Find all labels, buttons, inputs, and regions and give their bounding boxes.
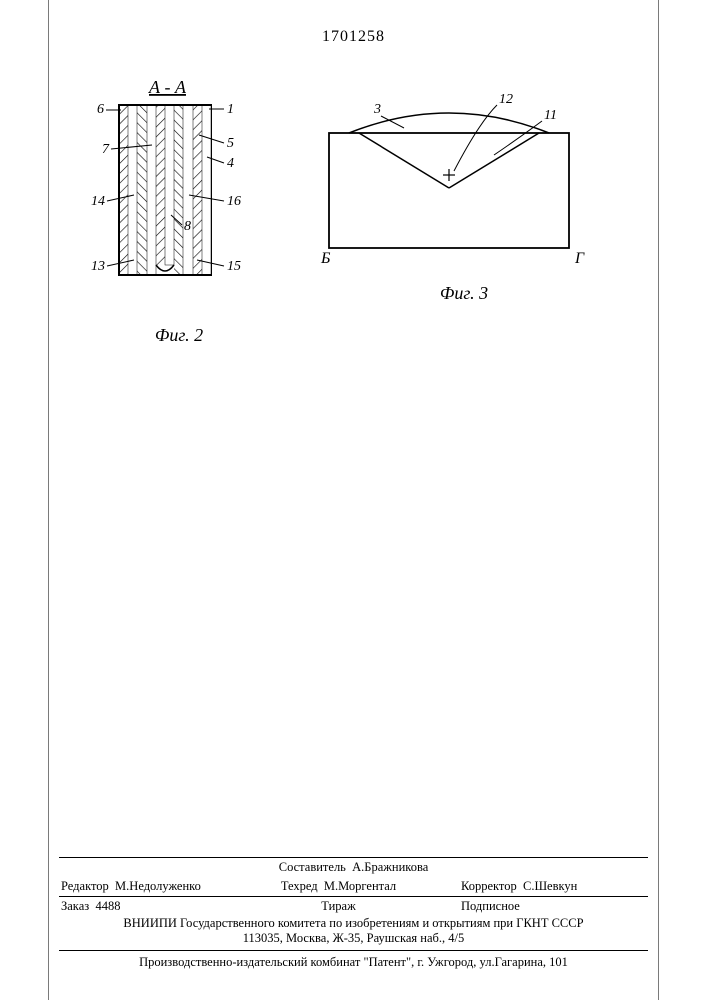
compiler-label: Составитель [279, 860, 346, 874]
org-line-1: ВНИИПИ Государственного комитета по изоб… [49, 916, 658, 931]
fig2-label-15: 15 [227, 259, 241, 274]
editor-name: М.Недолуженко [115, 879, 201, 893]
fig3-outline [329, 133, 569, 248]
fig2-label-8: 8 [184, 219, 191, 234]
fig2-label-4: 4 [227, 156, 234, 171]
fig2-label-14: 14 [91, 194, 105, 209]
order-label: Заказ [61, 899, 89, 913]
patent-number: 1701258 [49, 28, 658, 46]
press-line: Производственно-издательский комбинат "П… [49, 951, 658, 970]
figure-3: 3 12 11 Б Г Фиг. 3 [319, 75, 609, 304]
fig2-label-6: 6 [97, 102, 104, 117]
fig2-label-16: 16 [227, 194, 241, 209]
fig2-label-7: 7 [102, 142, 110, 157]
editor-label: Редактор [61, 879, 109, 893]
fig3-caption: Фиг. 3 [319, 283, 609, 304]
fig3-label-B: Б [320, 250, 331, 267]
subscription-label: Подписное [461, 899, 520, 913]
fig2-label-5: 5 [227, 136, 234, 151]
corrector-label: Корректор [461, 879, 517, 893]
fig2-label-13: 13 [91, 259, 105, 274]
compiler-name: А.Бражникова [352, 860, 428, 874]
footer-block: Составитель А.Бражникова Редактор М.Недо… [49, 857, 658, 970]
fig3-label-G: Г [574, 250, 585, 267]
tirazh-label: Тираж [321, 899, 355, 913]
fig2-section-label: А - А [148, 77, 187, 97]
fig2-svg: А - А [79, 75, 279, 325]
order-number: 4488 [95, 899, 120, 913]
figures-area: А - А [79, 75, 628, 346]
techred-name: М.Моргентал [324, 879, 396, 893]
fig3-label-11: 11 [544, 108, 557, 123]
techred-label: Техред [281, 879, 318, 893]
fig2-caption: Фиг. 2 [79, 325, 279, 346]
org-line-2: 113035, Москва, Ж-35, Раушская наб., 4/5 [49, 931, 658, 946]
corrector-name: С.Шевкун [523, 879, 577, 893]
fig3-label-12: 12 [499, 92, 513, 107]
fig3-svg: 3 12 11 Б Г [319, 83, 609, 293]
fig2-label-1: 1 [227, 102, 234, 117]
fig3-label-3: 3 [373, 102, 381, 117]
figure-2: А - А [79, 75, 279, 346]
